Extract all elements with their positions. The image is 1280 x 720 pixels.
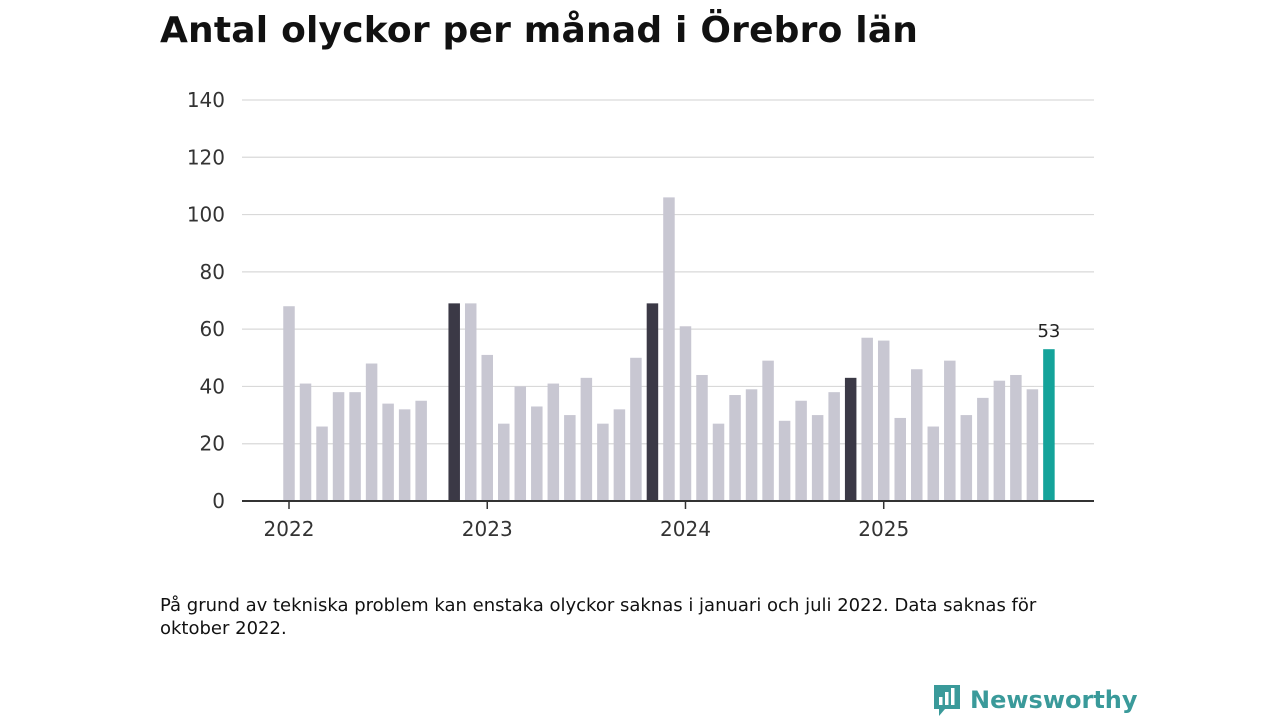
y-tick-label: 0 xyxy=(212,489,225,513)
bar-2025-08 xyxy=(993,380,1006,501)
x-tick-label: 2025 xyxy=(858,517,909,541)
bar-2024-07 xyxy=(778,420,791,501)
bar-2022-07 xyxy=(382,403,394,501)
bar-2023-01 xyxy=(481,354,493,501)
bar-2023-03 xyxy=(514,386,527,501)
bar-2024-11 xyxy=(844,377,857,501)
bar-2022-03 xyxy=(316,426,328,501)
bar-2024-05 xyxy=(745,389,758,501)
bar-2025-05 xyxy=(944,360,956,501)
bar-2024-09 xyxy=(811,415,824,501)
bar-2024-03 xyxy=(712,423,725,501)
x-tick-label: 2023 xyxy=(462,517,513,541)
bar-2023-12 xyxy=(663,197,675,501)
chart-title: Antal olyckor per månad i Örebro län xyxy=(160,10,919,51)
chart-footnote: På grund av tekniska problem kan enstaka… xyxy=(160,595,1037,639)
bar-2024-12 xyxy=(861,337,873,501)
bar-2022-06 xyxy=(365,363,378,501)
bar-2023-02 xyxy=(498,423,510,501)
brand-name: Newsworthy xyxy=(970,686,1138,714)
bar-2022-11 xyxy=(448,303,460,501)
bar-2025-10 xyxy=(1026,389,1039,501)
data-label-latest: 53 xyxy=(1037,321,1060,342)
y-tick-label: 40 xyxy=(200,374,225,398)
newsworthy-logo-icon xyxy=(934,685,960,716)
bar-2025-11 xyxy=(1043,349,1055,501)
bar-2022-12 xyxy=(464,303,477,501)
bar-2025-07 xyxy=(977,397,989,501)
bar-2025-09 xyxy=(1010,374,1022,501)
bar-2024-04 xyxy=(729,395,741,501)
bar-2022-02 xyxy=(299,383,312,501)
bar-2022-04 xyxy=(332,392,345,501)
bar-2023-05 xyxy=(547,383,560,501)
bar-chart: 0 20 40 60 80 100 120 140 2022 2023 2024 2025 53 xyxy=(187,88,1094,541)
bar-2023-11 xyxy=(646,303,659,501)
bar-2022-09 xyxy=(415,400,427,501)
bar-2022-05 xyxy=(349,392,361,501)
y-tick-label: 100 xyxy=(187,203,225,227)
newsworthy-brand: Newsworthy xyxy=(932,682,1138,718)
x-tick-label: 2022 xyxy=(264,517,315,541)
bar-2025-06 xyxy=(960,415,973,501)
bar-2025-04 xyxy=(927,426,940,501)
y-tick-label: 80 xyxy=(200,260,225,284)
bar-2023-08 xyxy=(597,423,609,501)
bar-2025-02 xyxy=(894,417,906,501)
bar-2023-10 xyxy=(630,357,642,501)
bar-2023-07 xyxy=(580,377,593,501)
bar-2024-02 xyxy=(696,374,708,501)
bar-2024-01 xyxy=(679,326,692,501)
bar-2023-09 xyxy=(613,409,626,501)
bar-2025-01 xyxy=(877,340,890,501)
bar-2022-08 xyxy=(398,409,411,501)
x-tick-label: 2024 xyxy=(660,517,711,541)
bar-2025-03 xyxy=(911,369,923,501)
bar-2024-06 xyxy=(762,360,774,501)
y-tick-label: 60 xyxy=(200,317,225,341)
y-tick-label: 140 xyxy=(187,88,225,112)
bar-2022-01 xyxy=(283,306,295,501)
bar-2024-10 xyxy=(828,392,840,501)
y-tick-label: 20 xyxy=(200,432,225,456)
bar-2023-04 xyxy=(531,406,543,501)
y-tick-label: 120 xyxy=(187,145,225,169)
bar-2023-06 xyxy=(564,415,576,501)
bar-2024-08 xyxy=(795,400,807,501)
